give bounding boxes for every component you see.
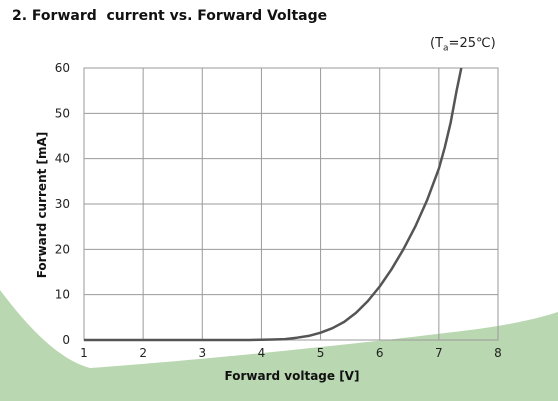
x-tick-label: 1 [80,346,88,360]
y-tick-label: 50 [55,106,70,120]
y-tick-label: 10 [55,288,70,302]
y-tick-label: 20 [55,242,70,256]
grid [83,67,499,341]
y-tick-label: 60 [55,61,70,75]
condition-subscript: a [443,43,449,54]
x-tick-label: 6 [376,346,384,360]
tick-labels: 1 2 3 4 5 6 7 8 0 10 20 30 40 50 60 [55,61,502,360]
x-tick-label: 2 [139,346,147,360]
x-tick-label: 7 [435,346,443,360]
green-wave-shape [0,290,558,401]
x-tick-label: 3 [198,346,206,360]
series-line [84,67,463,342]
x-tick-label: 5 [317,346,325,360]
x-tick-label: 4 [258,346,266,360]
chart-title: 2. Forward current vs. Forward Voltage [12,8,328,24]
y-tick-label: 30 [55,197,70,211]
temperature-condition: (Ta=25℃) [430,36,496,54]
condition-symbol: T [435,36,444,51]
y-axis-label: Forward current [mA] [35,132,49,279]
white-wave-cut [0,0,558,362]
condition-value: =25℃ [448,36,491,51]
x-axis-label: Forward voltage [V] [225,369,360,383]
x-tick-label: 8 [494,346,502,360]
y-tick-label: 40 [55,152,70,166]
y-tick-label: 0 [62,333,70,347]
series [84,67,463,342]
